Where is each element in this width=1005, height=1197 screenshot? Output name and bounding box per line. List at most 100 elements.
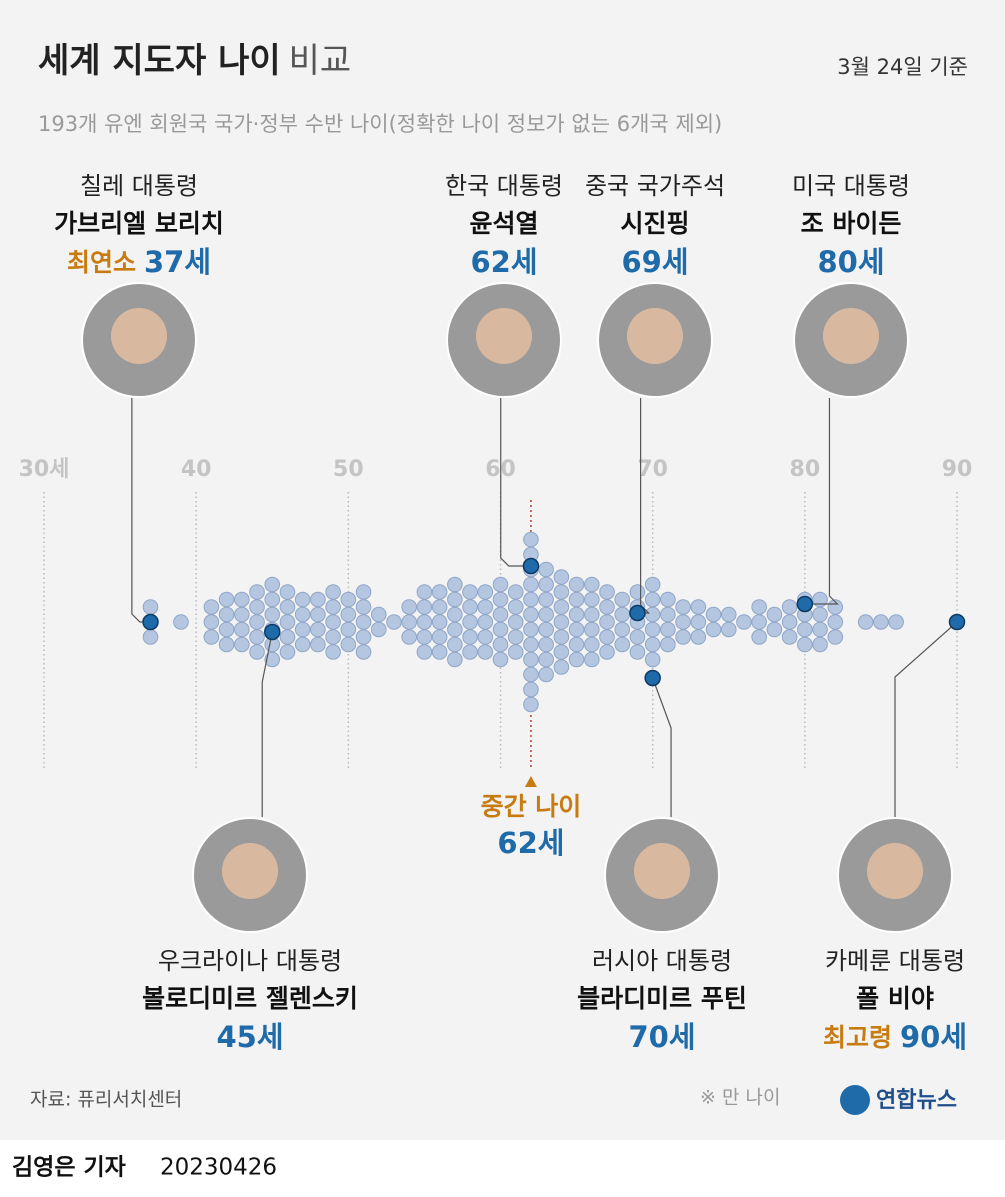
dot <box>523 591 539 608</box>
dot <box>249 584 265 600</box>
dot <box>416 599 433 615</box>
dot <box>279 599 296 615</box>
photo-face <box>111 308 167 364</box>
dot <box>614 591 631 608</box>
dot <box>523 681 539 698</box>
dot <box>538 651 554 668</box>
highlight-dot <box>796 595 814 613</box>
leader-role: 중국 국가주석 <box>585 172 725 200</box>
dot <box>447 621 463 638</box>
dot <box>599 614 615 630</box>
title-main: 세계 지도자 나이 <box>38 41 281 81</box>
median-value: 62세 <box>497 826 564 860</box>
dot <box>492 591 509 608</box>
leader-role: 한국 대통령 <box>445 172 563 200</box>
dot <box>720 606 737 623</box>
title: 세계 지도자 나이 비교 <box>38 41 351 81</box>
x-tick-label: 80 <box>790 457 821 482</box>
dot <box>431 599 448 615</box>
dot <box>523 651 539 668</box>
median-label: 중간 나이 <box>481 792 582 821</box>
highlight-dot <box>629 604 646 622</box>
dot <box>234 606 250 623</box>
leader-age: 최고령 90세 <box>823 1020 967 1054</box>
dot <box>629 584 646 600</box>
dot <box>538 621 554 638</box>
dot <box>325 584 341 600</box>
dot <box>523 606 539 623</box>
leader-age-value: 70세 <box>628 1020 695 1054</box>
dot <box>462 644 478 660</box>
leader-name: 조 바이든 <box>801 209 902 238</box>
dot <box>294 636 311 653</box>
leader-age-value: 69세 <box>621 245 688 279</box>
dot <box>325 629 341 645</box>
dot <box>142 599 159 615</box>
title-suffix: 비교 <box>289 41 352 81</box>
dot <box>553 614 570 630</box>
leader-tag: 최연소 <box>67 248 136 277</box>
dot <box>462 629 478 645</box>
dot <box>355 614 372 630</box>
dot <box>234 636 250 653</box>
dot <box>568 606 585 623</box>
dot <box>644 591 661 608</box>
dot <box>340 621 357 638</box>
dot <box>325 599 341 615</box>
dot <box>477 644 494 660</box>
dot <box>279 629 296 645</box>
dot <box>310 606 326 623</box>
dot <box>584 591 600 608</box>
dot <box>477 599 494 615</box>
leader-age: 69세 <box>621 245 688 279</box>
photo-face <box>627 308 683 364</box>
dot <box>675 599 691 615</box>
dot <box>447 636 463 653</box>
dot <box>781 599 798 615</box>
dot <box>431 614 448 630</box>
dot <box>477 614 494 630</box>
leader-age: 최연소 37세 <box>67 245 211 279</box>
dot <box>507 584 524 600</box>
dot <box>447 576 463 593</box>
dot <box>492 576 509 593</box>
photo-face <box>476 308 532 364</box>
dot <box>492 636 509 653</box>
dot <box>812 591 828 608</box>
dot <box>797 621 813 638</box>
dot <box>614 621 631 638</box>
leader-age-value: 62세 <box>470 245 537 279</box>
dot <box>599 584 615 600</box>
connector <box>894 621 958 817</box>
background <box>0 0 1005 1140</box>
highlight-dot <box>644 669 661 687</box>
dot <box>568 651 585 668</box>
source: 자료: 퓨리서치센터 <box>30 1089 182 1111</box>
median-arrow <box>524 776 537 787</box>
dot <box>340 636 357 653</box>
leader-name: 시진핑 <box>620 209 689 238</box>
dot <box>568 591 585 608</box>
dot <box>142 629 159 645</box>
dot <box>218 591 235 608</box>
leader-tag: 최고령 <box>823 1023 892 1052</box>
dot <box>873 614 889 630</box>
dot <box>492 621 509 638</box>
dot <box>340 591 357 608</box>
x-tick-label: 90 <box>942 457 973 482</box>
dot <box>568 621 585 638</box>
dot <box>325 644 341 660</box>
byline: 김영은 기자 <box>12 1155 126 1181</box>
leader-role: 미국 대통령 <box>792 172 910 200</box>
leader-age: 62세 <box>470 245 537 279</box>
photo-face <box>867 843 923 899</box>
dot <box>857 614 874 630</box>
highlight-dot <box>142 613 159 631</box>
dot <box>660 606 676 623</box>
dot <box>310 636 326 653</box>
dot <box>538 666 554 683</box>
dot <box>249 644 265 660</box>
dot <box>401 614 418 630</box>
